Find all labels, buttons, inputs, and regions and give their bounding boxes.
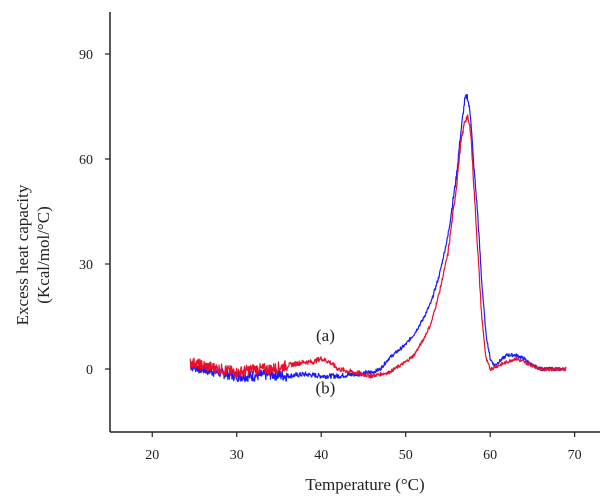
series-line-1 — [189, 114, 567, 379]
series-layer — [189, 94, 567, 383]
annotation-label-0: (a) — [316, 326, 335, 345]
annotation-label-1: (b) — [316, 379, 336, 398]
x-tick-label: 30 — [230, 448, 244, 463]
y-tick-label: 60 — [79, 153, 93, 168]
x-axis-title: Temperature (°C) — [305, 475, 424, 494]
ticks-layer: 20 30 40 50 60 70 0 30 60 90 — [79, 48, 582, 463]
x-tick-label: 70 — [568, 448, 582, 463]
x-tick-label: 50 — [399, 448, 413, 463]
series-line-0 — [189, 94, 567, 383]
y-tick-label: 30 — [79, 258, 93, 273]
axes-layer — [109, 12, 600, 433]
x-tick-label: 40 — [314, 448, 328, 463]
y-axis-title: Excess heat capacity (Kcal/mol/°C) — [13, 184, 53, 325]
y-tick-label: 90 — [79, 48, 93, 63]
annotation-layer: (a) (b) — [316, 326, 336, 398]
x-tick-label: 60 — [483, 448, 497, 463]
y-axis-title-line2: (Kcal/mol/°C) — [34, 206, 53, 303]
y-tick-label: 0 — [86, 363, 93, 378]
x-tick-label: 20 — [145, 448, 159, 463]
y-axis-title-line1: Excess heat capacity — [13, 184, 32, 325]
